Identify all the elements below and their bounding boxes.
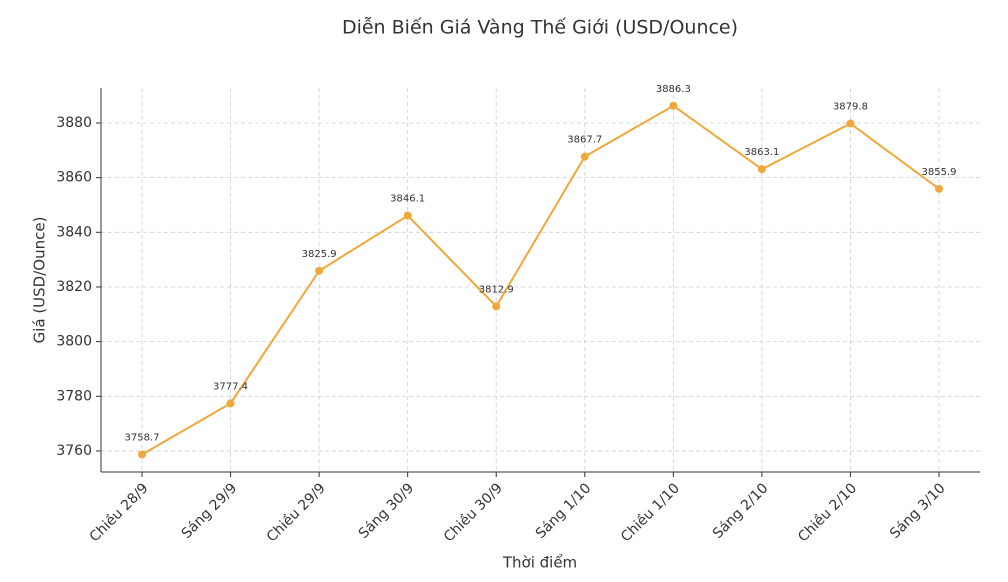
point	[492, 302, 501, 311]
y-tick-label: 3840	[56, 224, 92, 240]
point	[226, 399, 235, 408]
value-label: 3855.9	[922, 167, 957, 178]
x-tick-label: Chiều 2/10	[794, 480, 860, 546]
chart-title: Diễn Biến Giá Vàng Thế Giới (USD/Ounce)	[342, 16, 738, 39]
value-label: 3777.4	[213, 381, 248, 392]
point	[935, 184, 943, 193]
x-axis-label: Thời điểm	[502, 554, 577, 572]
value-label: 3886.3	[656, 84, 691, 95]
x-tick-label: Chiều 28/9	[86, 480, 152, 546]
point	[846, 119, 855, 128]
value-label: 3863.1	[744, 147, 779, 158]
line	[141, 104, 940, 456]
value-label: 3812.9	[479, 284, 514, 295]
y-tick-label: 3760	[56, 443, 92, 459]
point	[403, 211, 412, 220]
x-tick-label: Sáng 30/9	[356, 480, 418, 542]
point	[315, 266, 324, 275]
value-label: 3867.7	[567, 135, 602, 146]
value-label: 3879.8	[833, 102, 868, 113]
y-tick-label: 3780	[56, 388, 92, 404]
x-tick-label: Sáng 2/10	[710, 480, 772, 542]
x-tick-label: Chiều 30/9	[440, 480, 506, 546]
y-tick-label: 3800	[56, 334, 92, 350]
value-label: 3825.9	[302, 249, 337, 260]
value-label: 3846.1	[390, 194, 425, 205]
point	[580, 152, 589, 161]
x-tick-label: Sáng 1/10	[533, 480, 595, 542]
x-tick-label: Chiều 1/10	[617, 480, 683, 546]
point	[138, 450, 146, 459]
value-label: 3758.7	[125, 433, 160, 444]
point	[669, 101, 678, 110]
y-tick-label: 3820	[56, 279, 92, 295]
x-tick-label: Sáng 3/10	[887, 480, 949, 542]
point	[757, 165, 766, 174]
y-axis-label: Giá (USD/Ounce)	[31, 217, 49, 344]
x-tick-label: Sáng 29/9	[179, 480, 241, 542]
y-tick-label: 3860	[56, 170, 92, 186]
y-tick-label: 3880	[56, 115, 92, 131]
x-tick-label: Chiều 29/9	[263, 480, 329, 546]
